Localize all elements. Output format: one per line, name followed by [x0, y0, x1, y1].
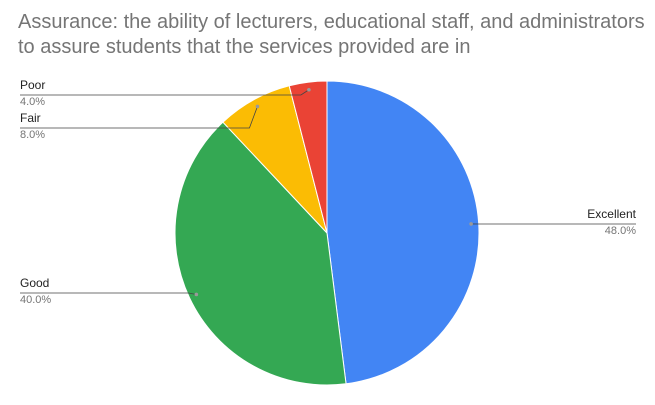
leader-dot-good	[194, 292, 199, 297]
pie-slices	[174, 80, 480, 386]
slice-percent-excellent: 48.0%	[605, 225, 636, 237]
pie-slice-good	[174, 121, 347, 386]
leader-dot-poor	[307, 87, 311, 92]
slice-labels: Excellent 48.0% Good 40.0% Fair 8.0% Poor 4.0%	[20, 78, 637, 306]
leader-line-poor	[20, 89, 310, 96]
slice-label-excellent: Excellent	[587, 207, 636, 221]
chart-title: Assurance: the ability of lecturers, edu…	[18, 11, 645, 58]
slice-percent-good: 40.0%	[20, 294, 51, 306]
slice-percent-poor: 4.0%	[20, 96, 45, 108]
label-leader-lines	[20, 87, 636, 297]
slice-percent-fair: 8.0%	[20, 129, 45, 141]
leader-line-fair	[20, 106, 258, 129]
pie-slice-excellent	[326, 80, 480, 385]
leader-dot-fair	[255, 104, 260, 109]
leader-dot-excellent	[469, 222, 473, 226]
leader-line-good	[20, 292, 197, 295]
slice-label-poor: Poor	[20, 78, 45, 92]
slice-label-good: Good	[20, 276, 49, 290]
slice-label-fair: Fair	[20, 111, 41, 125]
pie-slice-poor	[288, 80, 328, 234]
